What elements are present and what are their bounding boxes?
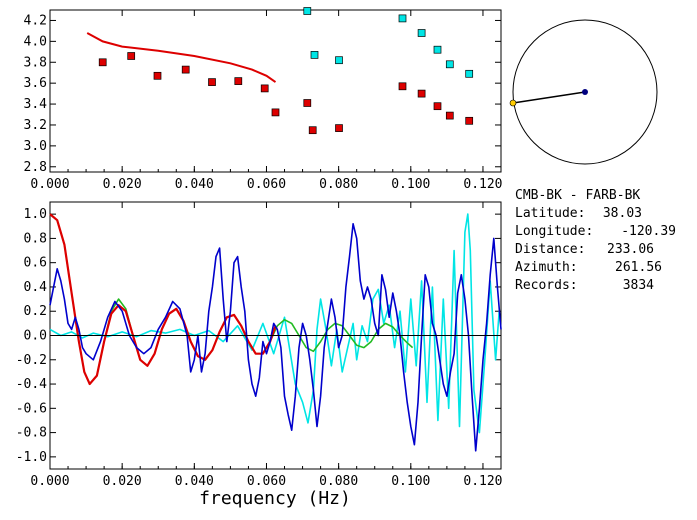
x-tick-label: 0.120 [463,474,502,489]
x-tick-label: 0.000 [30,177,69,192]
red-square [433,102,442,111]
cyan-square [335,56,343,65]
y-tick-label: 3.8 [24,55,47,70]
station-pair: CMB-BK - FARB-BK [515,188,640,203]
x-tick-label: 0.080 [319,177,358,192]
red-line [49,213,277,386]
red-square [335,124,343,132]
y-tick-label: 4.2 [24,13,47,28]
red-square [465,116,474,125]
cyan-square [398,14,407,23]
x-tick-label: 0.000 [30,474,69,489]
path-line [512,91,586,104]
info-panel: CMB-BK - FARB-BK Latitude: 38.03 Longitu… [515,188,676,293]
x-tick-label: 0.120 [463,177,502,192]
cyan-square [303,7,312,15]
red-square [271,108,280,117]
red-square [181,65,190,74]
red-square [303,99,312,107]
velocity-axes: 0.000 0.020 0.040 0.060 0.080 0.100 0.120 2.8 3.… [24,10,503,192]
velocity-chart: 0.000 0.020 0.040 0.060 0.080 0.100 0.120 2.8 3.… [24,7,503,192]
red-square [153,71,162,80]
y-tick-label: -0.8 [16,426,47,441]
y-tick-label: -1.0 [16,450,47,465]
y-tick-label: 3.6 [24,76,47,91]
y-tick-label: 2.8 [24,160,47,175]
map-circle [512,19,658,165]
red-square [260,84,269,93]
red-square [445,111,454,120]
longitude-value: -120.39 [621,224,676,239]
azimuth-label: Azimuth: [515,260,578,275]
y-tick-label: -0.2 [16,353,47,368]
y-tick-label: 1.0 [24,207,47,222]
records-label: Records: [515,278,578,293]
x-tick-label: 0.080 [319,474,358,489]
red-curve [86,32,277,83]
correlation-marks [49,213,502,452]
longitude-label: Longitude: [515,224,593,239]
y-tick-label: 0.8 [24,231,47,246]
x-axis-title: frequency (Hz) [199,488,351,509]
y-tick-label: 3.0 [24,139,47,154]
velocity-marks [86,7,474,135]
x-tick-label: 0.020 [103,474,142,489]
red-square [98,58,107,67]
y-tick-label: 3.2 [24,118,47,133]
x-tick-label: 0.040 [175,474,214,489]
blue-line [49,223,502,452]
cyan-square [445,60,454,69]
distance-label: Distance: [515,242,585,257]
x-tick-label: 0.060 [247,474,286,489]
red-square [234,77,243,85]
red-square [308,126,317,135]
red-square [417,89,426,98]
correlation-axes: 0.000 0.020 0.040 0.060 0.080 0.100 0.120 1.0 0.… [16,202,503,489]
red-square [398,82,407,91]
station-map [509,19,658,165]
y-tick-label: 0.6 [24,256,47,271]
records-value: 3834 [623,278,654,293]
event-dot [582,89,588,95]
cyan-square [433,45,442,54]
red-square [208,78,216,86]
x-tick-label: 0.100 [391,177,430,192]
red-square [127,52,136,60]
latitude-value: 38.03 [603,206,642,221]
y-tick-label: 3.4 [24,97,48,112]
y-tick-label: 0.4 [24,280,48,295]
station-dot [509,99,517,107]
x-tick-label: 0.060 [247,177,286,192]
y-tick-label: 4.0 [24,34,47,49]
cyan-square [310,51,319,59]
x-tick-label: 0.040 [175,177,214,192]
cyan-square [465,69,474,78]
x-tick-label: 0.100 [391,474,430,489]
azimuth-value: 261.56 [615,260,662,275]
latitude-label: Latitude: [515,206,585,221]
correlation-chart: 0.000 0.020 0.040 0.060 0.080 0.100 0.120 1.0 0.… [16,201,503,509]
y-tick-label: -0.6 [16,401,47,416]
y-tick-label: 0.0 [24,329,47,344]
velocity-plot-frame [49,9,502,173]
y-tick-label: -0.4 [16,377,47,392]
distance-value: 233.06 [607,242,654,257]
cyan-square [417,29,426,37]
x-tick-label: 0.020 [103,177,142,192]
y-tick-label: 0.2 [24,304,47,319]
